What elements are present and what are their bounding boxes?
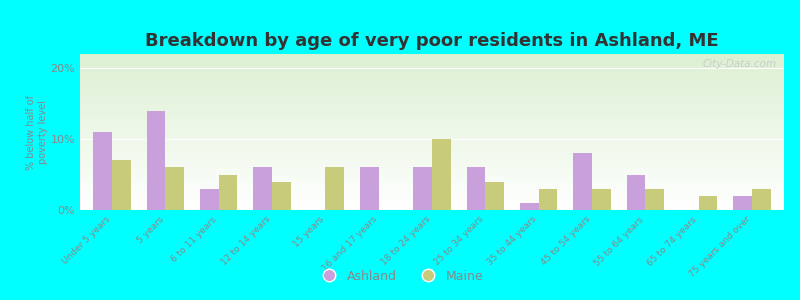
Bar <box>272 182 290 210</box>
Bar <box>646 189 664 210</box>
Bar <box>146 111 166 210</box>
Bar <box>574 153 592 210</box>
Bar <box>626 175 646 210</box>
Bar <box>734 196 752 210</box>
Legend: Ashland, Maine: Ashland, Maine <box>312 265 488 288</box>
Bar <box>326 167 344 210</box>
Bar <box>520 203 538 210</box>
Bar <box>752 189 770 210</box>
Bar <box>486 182 504 210</box>
Bar <box>360 167 378 210</box>
Bar <box>254 167 272 210</box>
Bar <box>414 167 432 210</box>
Bar <box>592 189 610 210</box>
Text: City-Data.com: City-Data.com <box>703 59 777 69</box>
Bar <box>218 175 238 210</box>
Bar <box>698 196 718 210</box>
Bar <box>166 167 184 210</box>
Title: Breakdown by age of very poor residents in Ashland, ME: Breakdown by age of very poor residents … <box>145 32 719 50</box>
Bar <box>200 189 218 210</box>
Bar <box>432 139 450 210</box>
Y-axis label: % below half of
poverty level: % below half of poverty level <box>26 94 48 170</box>
Bar <box>538 189 558 210</box>
Bar <box>466 167 486 210</box>
Bar <box>94 132 112 210</box>
Bar <box>112 160 130 210</box>
